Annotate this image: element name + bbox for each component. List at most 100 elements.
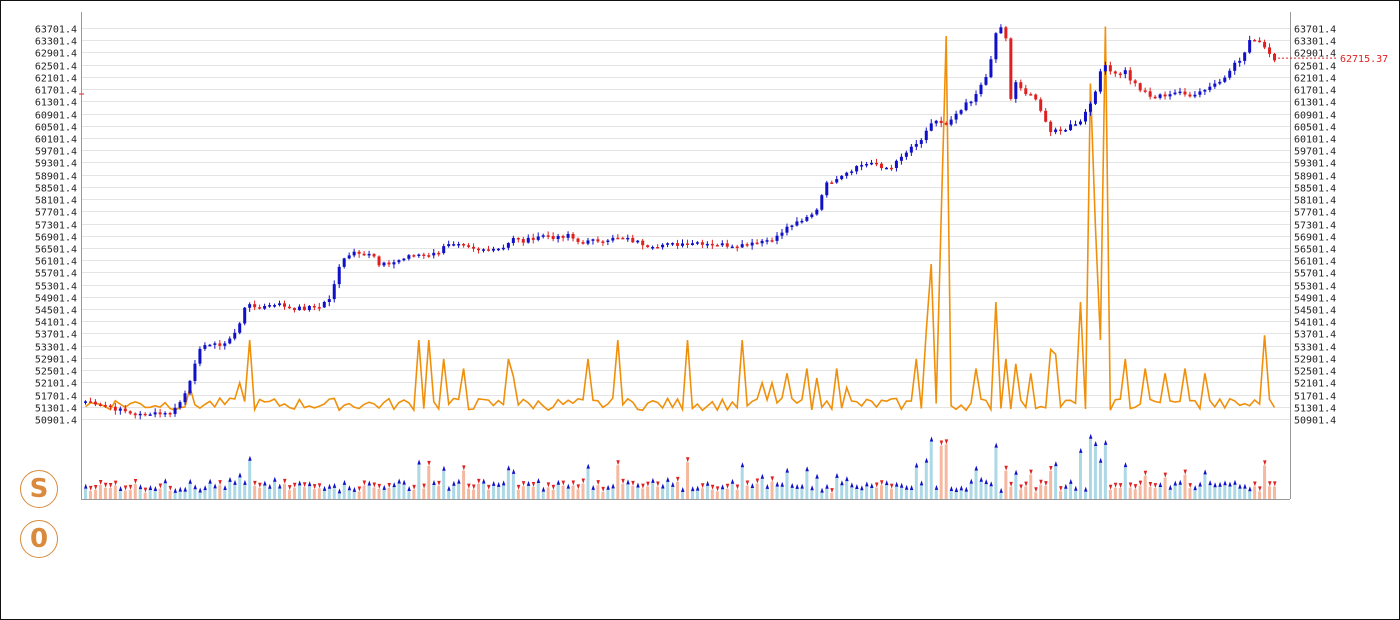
candle-body xyxy=(1083,111,1087,122)
volume-up-marker xyxy=(402,479,406,485)
candle-body xyxy=(511,237,515,244)
candle-body xyxy=(730,246,734,249)
volume-bar xyxy=(929,441,933,499)
y-tick-label-right: 54101.4 xyxy=(1294,318,1336,329)
volume-bar xyxy=(536,483,540,499)
volume-up-marker xyxy=(332,482,337,488)
volume-bars xyxy=(84,433,1277,499)
volume-up-marker xyxy=(1093,440,1098,446)
candle-body xyxy=(302,306,306,310)
volume-bar xyxy=(218,485,222,499)
candle-body xyxy=(894,160,898,168)
candle-body xyxy=(138,413,142,416)
volume-bar xyxy=(850,487,854,499)
volume-bar xyxy=(108,487,112,499)
candle-body xyxy=(695,242,699,244)
candle-body xyxy=(969,101,973,104)
zero-button[interactable]: 0 xyxy=(20,520,58,558)
volume-down-marker xyxy=(551,484,556,490)
candle-body xyxy=(909,146,913,153)
volume-bar xyxy=(193,489,197,499)
volume-down-marker xyxy=(735,484,740,490)
y-tick-label-right: 54501.4 xyxy=(1294,306,1336,317)
y-tick-label-right: 57301.4 xyxy=(1294,221,1336,232)
volume-bar xyxy=(113,485,117,499)
candle-body xyxy=(516,237,520,240)
volume-up-marker xyxy=(417,459,421,465)
y-tick-label-left: 58901.4 xyxy=(35,172,77,183)
volume-up-marker xyxy=(929,436,934,442)
volume-down-marker xyxy=(710,484,715,490)
volume-up-marker xyxy=(815,473,819,479)
indicator-line xyxy=(85,26,1276,413)
volume-bar xyxy=(541,491,545,499)
volume-up-marker xyxy=(397,478,401,484)
volume-up-marker xyxy=(163,478,168,484)
volume-down-marker xyxy=(1188,483,1192,489)
volume-up-marker xyxy=(855,483,859,489)
candle-body xyxy=(1173,92,1177,95)
volume-down-marker xyxy=(128,484,133,490)
volume-bar xyxy=(616,465,620,499)
volume-down-marker xyxy=(158,483,163,489)
volume-up-marker xyxy=(1123,462,1128,468)
volume-up-marker xyxy=(750,483,755,489)
volume-bar xyxy=(258,487,262,499)
volume-bar xyxy=(984,484,988,499)
candle-body xyxy=(581,242,585,244)
volume-bar xyxy=(1044,486,1048,499)
candle-body xyxy=(1208,86,1212,91)
volume-up-marker xyxy=(964,486,969,492)
y-tick-label-right: 53301.4 xyxy=(1294,343,1336,354)
y-tick-label-right: 52101.4 xyxy=(1294,379,1336,390)
volume-down-marker xyxy=(521,481,526,487)
volume-up-marker xyxy=(984,479,988,485)
volume-down-marker xyxy=(1044,481,1048,487)
y-tick-label-left: 61701.4 xyxy=(35,86,77,97)
candle-body xyxy=(1243,52,1247,61)
volume-bar xyxy=(601,491,605,499)
volume-down-marker xyxy=(123,485,128,491)
volume-bar xyxy=(1049,470,1053,499)
candle-body xyxy=(666,243,670,245)
candle-body xyxy=(278,303,282,306)
candle-body xyxy=(531,237,535,240)
y-tick-label-right: 55701.4 xyxy=(1294,269,1336,280)
volume-bar xyxy=(576,489,580,499)
volume-bar xyxy=(636,487,640,499)
volume-up-marker xyxy=(999,487,1003,493)
volume-up-marker xyxy=(228,476,232,482)
candle-body xyxy=(601,241,605,244)
volume-up-marker xyxy=(954,487,959,493)
volume-up-marker xyxy=(238,472,242,478)
volume-bar xyxy=(511,473,515,499)
volume-up-marker xyxy=(1074,485,1078,491)
candle-body xyxy=(1263,41,1267,48)
candle-body xyxy=(1093,91,1097,104)
candle-body xyxy=(860,165,864,167)
volume-up-marker xyxy=(1054,461,1058,467)
volume-bar xyxy=(775,486,779,499)
y-tick-label-left: 62101.4 xyxy=(35,74,77,85)
y-tick-label-left: 58501.4 xyxy=(35,184,77,195)
candle-body xyxy=(954,113,958,120)
candle-body xyxy=(850,171,854,173)
volume-up-marker xyxy=(790,482,794,488)
volume-down-marker xyxy=(88,485,93,491)
y-tick-label-left: 62501.4 xyxy=(35,62,77,73)
s-button[interactable]: S xyxy=(20,470,58,508)
candle-body xyxy=(1024,88,1028,95)
candle-body xyxy=(750,242,754,246)
volume-up-marker xyxy=(765,483,770,489)
candle-body xyxy=(685,243,689,245)
volume-up-marker xyxy=(989,481,993,487)
volume-down-marker xyxy=(755,478,760,484)
volume-up-marker xyxy=(496,481,501,487)
y-tick-label-right: 63301.4 xyxy=(1294,37,1336,48)
volume-bar xyxy=(1183,474,1187,499)
volume-up-marker xyxy=(904,484,909,490)
candle-body xyxy=(486,249,490,251)
volume-bar xyxy=(427,465,431,499)
candle-body xyxy=(437,252,441,255)
volume-up-marker xyxy=(347,485,352,491)
